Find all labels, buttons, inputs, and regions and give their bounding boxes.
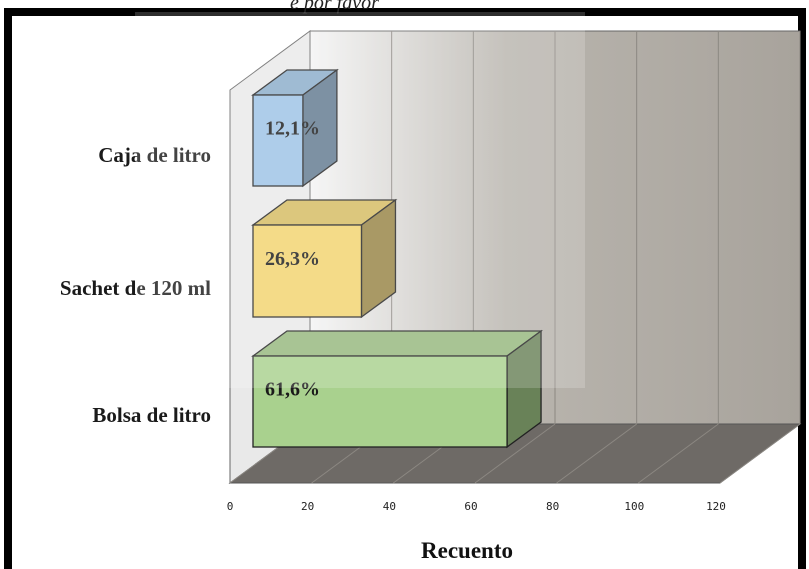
x-tick-label: 0 <box>227 500 234 513</box>
x-tick-label: 60 <box>464 500 477 513</box>
bar-front-face <box>252 94 304 187</box>
data-label: 61,6% <box>265 379 320 401</box>
x-tick-label: 80 <box>546 500 559 513</box>
x-tick-label: 100 <box>624 500 644 513</box>
data-label: 12,1% <box>265 118 320 140</box>
category-label: Caja de litro <box>98 143 211 167</box>
x-tick-label: 20 <box>301 500 314 513</box>
floor-gridline <box>556 423 637 484</box>
bar: 61,6% <box>251 329 544 449</box>
bars: 12,1% 26,3% 61,6% <box>251 68 544 449</box>
bar: 26,3% <box>251 198 398 319</box>
header-fragment: e por favor <box>290 0 379 14</box>
floor-gridline <box>638 423 719 484</box>
bar-front-face <box>252 355 508 448</box>
x-tick-label: 40 <box>383 500 396 513</box>
category-label: Bolsa de litro <box>92 403 211 427</box>
bar-front-face <box>252 224 363 318</box>
bar: 12,1% <box>251 68 339 188</box>
x-tick-label: 120 <box>706 500 726 513</box>
x-axis-title: Recuento <box>421 538 513 563</box>
floor-gridline <box>474 423 556 484</box>
tick-labels: 0 20 40 60 80 100 120 <box>227 500 726 513</box>
floor-gridline <box>719 423 801 484</box>
watermark-overlay <box>135 12 585 388</box>
data-label: 26,3% <box>265 248 320 270</box>
category-labels: Caja de litro Sachet de 120 ml Bolsa de li… <box>60 143 211 427</box>
category-label: Sachet de 120 ml <box>60 276 211 300</box>
